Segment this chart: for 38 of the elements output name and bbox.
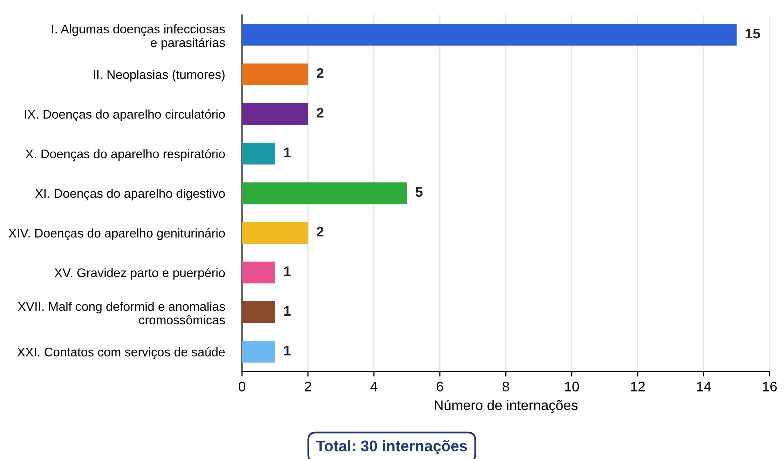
y-tick-label: II. Neoplasias (tumores) [94,70,225,82]
data-label: 1 [284,346,291,356]
data-label: 1 [284,306,291,316]
bar [242,103,308,126]
y-tick-label: XXI. Contatos com serviços de saúde [17,347,226,360]
text: Total: 30 internações [316,440,468,455]
bar [242,64,308,86]
data-label: 5 [416,188,423,198]
data-label: 1 [284,148,291,158]
bar [242,262,276,284]
data-label: 2 [317,108,324,118]
data-label: 2 [317,226,324,237]
bar [242,182,408,204]
x-tick-label: 2 [305,382,312,392]
x-tick-label: 12 [631,382,646,392]
data-label: 2 [317,68,324,78]
x-tick-label: 10 [565,382,580,392]
x-tick-label: 6 [436,382,444,392]
y-tick-label: XI. Doenças do aparelho digestivo [35,188,226,201]
bar [242,341,276,363]
y-tick-label: XIV. Doenças do aparelho geniturinário [8,228,226,240]
x-tick-label: 16 [763,382,778,392]
bar [242,24,737,46]
y-tick-label: IX. Doenças do aparelho circulatório [25,110,226,122]
bar [242,301,276,324]
y-tick-label: XV. Gravidez parto e puerpério [54,268,226,280]
x-tick-label: 4 [370,382,378,392]
data-label: 1 [284,266,291,276]
data-label: 15 [746,28,760,39]
bar [242,222,308,244]
y-tick-label: I. Algumas doenças infecciosas e parasitárias [52,24,226,50]
x-axis-title: Número de internações [435,400,578,414]
y-tick-label: XVII. Malf cong deformid e anomalias cromossômicas [18,302,226,325]
x-tick-label: 14 [697,382,712,392]
x-tick-label: 0 [238,382,246,392]
x-tick-label: 8 [502,382,510,392]
y-tick-label: X. Doenças do aparelho respiratório [26,149,226,162]
bar [242,142,276,165]
